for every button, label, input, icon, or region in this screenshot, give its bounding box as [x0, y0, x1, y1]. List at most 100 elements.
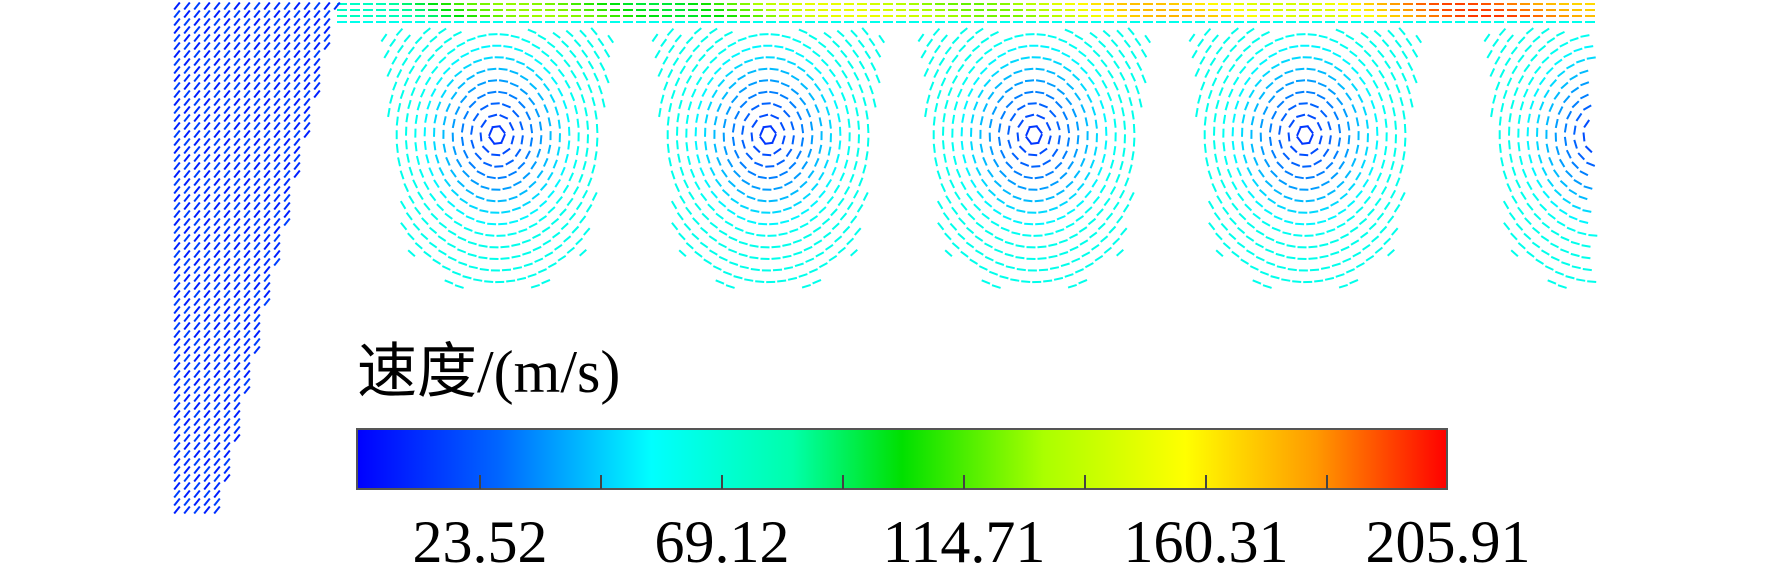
vector: [575, 146, 580, 156]
vector: [1237, 35, 1246, 43]
vector: [223, 401, 231, 411]
vector: [1284, 93, 1294, 100]
vector: [1094, 87, 1101, 97]
vector: [1076, 200, 1085, 208]
vector: [193, 249, 201, 259]
vector: [213, 65, 221, 75]
vector: [468, 161, 477, 170]
vector: [1023, 175, 1033, 180]
vector: [1309, 210, 1319, 214]
vector: [243, 217, 251, 227]
vector: [587, 84, 593, 94]
vector: [1562, 197, 1572, 205]
vector: [193, 49, 201, 59]
vector: [1007, 125, 1011, 135]
vector: [1023, 199, 1033, 203]
vector: [437, 235, 447, 242]
vector: [1233, 154, 1238, 164]
vector: [253, 105, 261, 115]
vector: [1383, 146, 1388, 156]
vector: [1236, 241, 1246, 249]
vector: [1292, 280, 1302, 283]
vector: [691, 232, 700, 241]
vector: [826, 196, 834, 205]
vector: [395, 27, 404, 37]
vector: [408, 166, 414, 176]
vector: [1533, 88, 1540, 97]
vector: [253, 313, 261, 323]
vector: [243, 209, 251, 219]
vector: [1241, 114, 1246, 124]
vector: [1582, 104, 1592, 111]
vector: [183, 281, 191, 291]
vector: [839, 212, 848, 221]
vector: [1065, 97, 1073, 106]
vector: [500, 133, 506, 143]
vector: [1018, 145, 1027, 154]
vector: [666, 143, 670, 153]
vector: [1080, 104, 1086, 114]
vector: [1542, 190, 1550, 199]
vector: [1523, 232, 1532, 241]
vector: [1525, 27, 1534, 35]
vector: [814, 82, 822, 92]
vector: [173, 185, 181, 195]
vector: [193, 441, 201, 451]
vector: [173, 161, 181, 171]
vector: [995, 261, 1005, 266]
vector: [1051, 148, 1059, 158]
vector: [1271, 110, 1278, 120]
colorbar: [356, 428, 1448, 490]
vector: [1575, 112, 1583, 122]
vector: [587, 60, 595, 70]
vector: [1286, 244, 1296, 248]
vector: [193, 401, 201, 411]
vector: [233, 105, 241, 115]
vector: [173, 33, 181, 43]
vector: [1311, 45, 1321, 49]
vector: [183, 217, 191, 227]
vector: [1084, 262, 1094, 269]
vector: [1395, 177, 1401, 187]
vector: [1209, 57, 1217, 66]
vector: [303, 89, 311, 99]
vector: [233, 41, 241, 51]
vector: [293, 65, 301, 75]
vector: [1521, 168, 1528, 178]
vector: [685, 206, 693, 216]
vector: [498, 125, 506, 135]
vector: [1387, 29, 1395, 38]
vector: [801, 283, 811, 289]
vector: [1546, 37, 1556, 44]
vector: [1344, 170, 1352, 179]
vector: [1025, 113, 1035, 118]
vector: [969, 258, 979, 265]
vector: [1282, 231, 1292, 236]
vector: [313, 41, 321, 51]
vector: [820, 94, 827, 103]
vector: [658, 107, 662, 118]
vector: [529, 208, 539, 215]
vector: [1227, 88, 1234, 98]
vector: [704, 141, 708, 151]
vector: [233, 153, 241, 163]
vector: [1119, 189, 1126, 199]
vector: [790, 189, 799, 196]
vector: [862, 97, 867, 107]
vector: [1372, 79, 1379, 89]
vector: [537, 268, 547, 274]
vector: [1240, 258, 1250, 265]
vector: [1246, 56, 1255, 64]
vector: [193, 481, 201, 491]
vector: [203, 177, 211, 187]
vector: [783, 180, 793, 187]
vector: [790, 215, 800, 221]
vector: [1036, 33, 1046, 36]
vector: [263, 81, 271, 91]
vector: [491, 125, 501, 129]
vector: [193, 505, 201, 515]
vector: [183, 401, 191, 411]
vector: [193, 25, 201, 35]
vector: [253, 217, 261, 227]
